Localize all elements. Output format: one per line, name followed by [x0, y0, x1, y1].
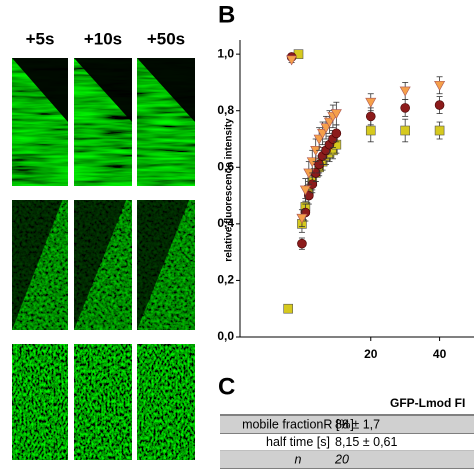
data-point — [310, 146, 322, 156]
data-point — [330, 109, 342, 120]
image-texture — [74, 344, 132, 460]
data-point — [399, 86, 411, 97]
time-label: +5s — [26, 29, 55, 48]
data-point — [283, 303, 293, 314]
x-tick-label: 40 — [433, 347, 447, 361]
chart: 0,0 0,2 0,4 0,6 0,8 1,0 20 40 — [217, 40, 474, 361]
microscopy-images — [12, 58, 195, 460]
image-shadow — [137, 200, 190, 330]
table-cell: mobile fractionR [%] — [242, 417, 354, 431]
image-shadow — [12, 58, 68, 122]
table-cell: half time [s] — [266, 435, 330, 449]
data-point — [286, 55, 298, 66]
data-point — [434, 100, 445, 110]
y-tick-label: 0,4 — [217, 216, 234, 230]
data-point — [400, 103, 410, 113]
table-cell: n — [295, 452, 302, 466]
data-point — [297, 238, 307, 249]
time-label: +50s — [147, 29, 185, 48]
table-cell: 88 ± 1,7 — [335, 417, 380, 431]
data-point — [365, 125, 376, 136]
y-axis-label: relative fluorescence intensity — [224, 118, 235, 262]
time-label: +10s — [84, 29, 122, 48]
image-texture — [137, 344, 195, 460]
y-tick-label: 0,2 — [217, 273, 234, 287]
table-row-bg — [220, 416, 474, 433]
data-point — [365, 111, 376, 122]
data-point — [365, 97, 377, 108]
table: GFP-Lmod FI mobile fractionR [%]88 ± 1,7 h… — [220, 396, 474, 469]
y-tick-label: 0,8 — [217, 103, 234, 117]
table-cell: 8,15 ± 0,61 — [335, 435, 398, 449]
y-tick-label: 1,0 — [217, 46, 234, 60]
data-point — [434, 125, 445, 136]
image-shadow — [137, 58, 195, 122]
data-point — [303, 168, 315, 179]
table-header: GFP-Lmod FI — [390, 396, 465, 410]
data-point — [306, 157, 318, 168]
time-labels: +5s +10s +50s — [26, 29, 186, 48]
data-point — [331, 128, 342, 139]
image-shadow — [12, 200, 63, 330]
panel-label: B — [218, 1, 235, 28]
data-point — [434, 80, 446, 91]
panel-label: C — [218, 373, 235, 400]
data-point — [400, 125, 410, 136]
y-tick-label: 0,0 — [217, 329, 234, 343]
data-point — [299, 185, 311, 196]
x-tick-label: 20 — [364, 347, 378, 361]
image-texture — [12, 344, 68, 460]
y-tick-label: 0,6 — [217, 159, 234, 173]
table-cell: 20 — [334, 452, 349, 466]
image-shadow — [74, 58, 132, 122]
data-point — [296, 213, 308, 224]
table-row-bg — [220, 451, 474, 468]
image-shadow — [74, 200, 127, 330]
